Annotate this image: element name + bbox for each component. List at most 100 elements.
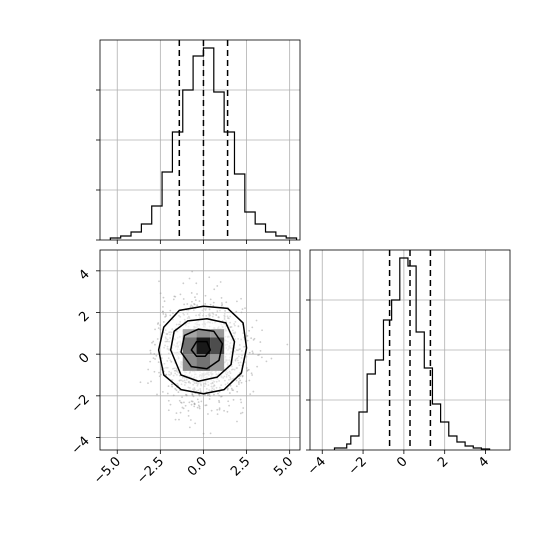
scatter-point — [238, 344, 241, 346]
histogram-y-panel: −4 −2 0 2 4 — [305, 249, 511, 478]
scatter-point — [186, 303, 189, 305]
scatter-point — [207, 394, 209, 397]
scatter-point — [237, 361, 240, 364]
scatter-point — [207, 384, 210, 387]
scatter-point — [239, 398, 242, 401]
scatter-point — [178, 399, 181, 402]
scatter-point — [185, 378, 188, 381]
scatter-point — [240, 381, 243, 384]
density-cell — [196, 354, 211, 371]
scatter-point — [166, 392, 169, 395]
scatter-point — [176, 382, 179, 385]
scatter-point — [169, 309, 172, 312]
scatter-point — [260, 356, 263, 359]
scatter-point — [229, 315, 232, 318]
hist-y-bar — [449, 436, 457, 450]
scatter-point — [172, 374, 175, 377]
scatter-point — [202, 314, 204, 317]
scatter-point — [165, 373, 168, 376]
scatter-point — [196, 406, 199, 409]
scatter-point — [240, 357, 243, 359]
scatter-point — [153, 370, 156, 373]
scatter-point — [149, 349, 152, 352]
scatter-point — [166, 347, 169, 350]
scatter-point — [188, 381, 190, 384]
scatter-point — [246, 334, 249, 337]
scatter-point — [215, 386, 218, 389]
scatter-point — [172, 318, 174, 321]
scatter-point — [168, 340, 170, 343]
scatter-point — [259, 349, 262, 352]
scatter-point — [164, 313, 167, 316]
scatter-point — [166, 333, 168, 336]
scatter-point — [156, 323, 159, 325]
scatter-point — [177, 384, 180, 387]
scatter-point — [196, 384, 199, 387]
scatter-point — [189, 306, 192, 308]
scatter-point — [183, 379, 186, 382]
scatter-point — [226, 388, 229, 391]
scatter-point — [174, 418, 177, 421]
scatter-point — [220, 384, 223, 387]
scatter-point — [191, 393, 194, 396]
scatter-point — [166, 338, 169, 341]
hist-y-bar — [375, 360, 383, 450]
scatter-point — [175, 412, 178, 415]
scatter-point — [286, 343, 289, 346]
scatter-point — [192, 388, 194, 390]
scatter-point — [160, 353, 162, 356]
scatter-point — [229, 376, 232, 379]
scatter-point — [183, 318, 186, 321]
scatter-point — [238, 377, 241, 380]
scatter-point — [161, 390, 164, 393]
scatter-point — [154, 358, 156, 360]
scatter-point — [172, 298, 175, 301]
scatter-point — [234, 331, 237, 334]
scatter-point — [179, 293, 182, 296]
scatter-point — [210, 409, 213, 412]
scatter-point — [178, 314, 180, 317]
scatter-point — [159, 324, 162, 327]
scatter-point — [177, 371, 180, 374]
scatter-point — [197, 389, 200, 392]
scatter-point — [176, 373, 178, 376]
scatter-point — [223, 314, 226, 317]
scatter-point — [239, 361, 242, 364]
scatter-point — [228, 374, 230, 377]
scatter-point — [198, 394, 201, 397]
hist-y-bar — [432, 404, 440, 450]
scatter-point — [189, 387, 191, 389]
scatter-point — [208, 398, 211, 400]
scatter-point — [235, 367, 238, 369]
scatter-point — [212, 301, 215, 304]
scatter-point — [240, 338, 243, 341]
scatter-point — [191, 305, 194, 308]
scatter-point — [232, 332, 235, 334]
scatter-point — [222, 376, 225, 379]
scatter-point — [213, 388, 215, 391]
scatter-point — [168, 349, 171, 351]
scatter-point — [185, 394, 188, 397]
scatter-point — [218, 408, 221, 411]
scatter-point — [236, 359, 239, 362]
scatter-point — [220, 297, 223, 299]
scatter-point — [190, 403, 193, 406]
scatter-point — [147, 368, 150, 371]
hist-y-bar — [400, 258, 408, 450]
scatter-point — [204, 302, 207, 305]
scatter-point — [158, 280, 160, 283]
scatter-point — [237, 337, 240, 340]
scatter-point — [234, 320, 237, 323]
scatter-point — [245, 355, 248, 358]
scatter-point — [236, 300, 238, 303]
scatter-point — [162, 367, 165, 370]
hist-y-step-line — [333, 257, 491, 450]
scatter-point — [187, 309, 190, 312]
scatter-point — [245, 367, 248, 369]
scatter-point — [177, 323, 180, 326]
scatter-point — [213, 288, 216, 291]
scatter-point — [229, 326, 232, 329]
hist-x-bar — [141, 224, 151, 240]
scatter-point — [235, 379, 238, 382]
